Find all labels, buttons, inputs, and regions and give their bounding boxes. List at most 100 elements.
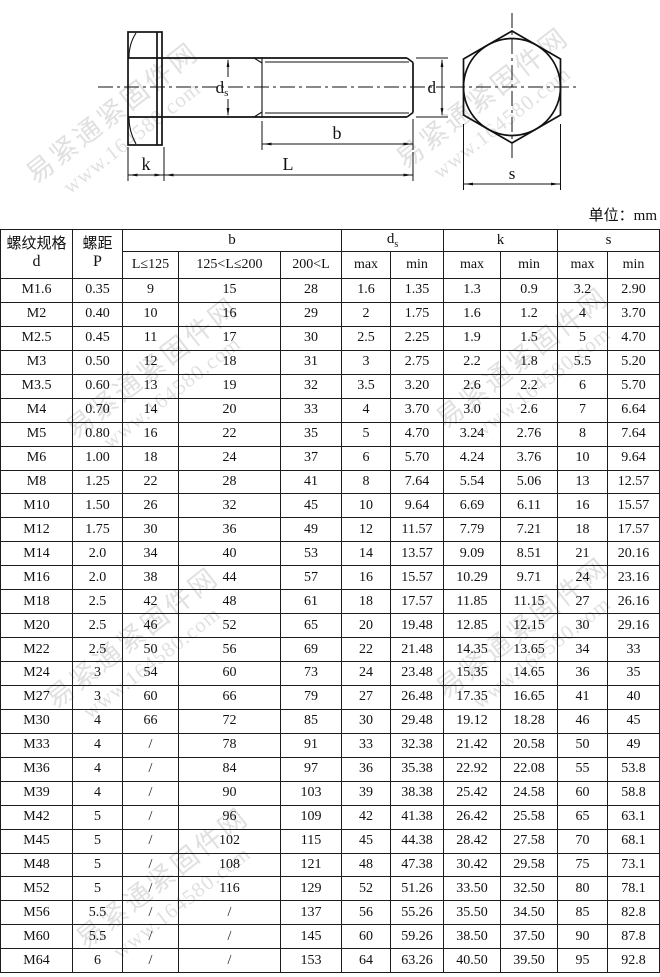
thread-size-cell: M12 bbox=[0, 517, 73, 543]
value-cell: 4 bbox=[341, 397, 392, 423]
value-cell: 90 bbox=[178, 780, 281, 806]
header-group-k: k bbox=[443, 229, 559, 252]
value-cell: 3.24 bbox=[443, 421, 502, 447]
thread-size-cell: M20 bbox=[0, 613, 73, 639]
value-cell: 5.70 bbox=[390, 445, 445, 471]
value-cell: / bbox=[122, 876, 179, 902]
value-cell: 2.5 bbox=[72, 613, 123, 639]
table-row: M2.5 0.45 11 17 30 2.5 2.25 1.9 1.5 5 4.70 bbox=[0, 325, 660, 351]
header-group-b: b bbox=[121, 229, 343, 252]
value-cell: 63.1 bbox=[607, 804, 660, 830]
thread-size-cell: M27 bbox=[0, 684, 73, 710]
value-cell: 1.6 bbox=[443, 301, 502, 327]
value-cell: 9.64 bbox=[607, 445, 660, 471]
header-k-max: max bbox=[443, 251, 502, 279]
dim-label-ds: ds bbox=[216, 78, 229, 99]
table-row: M45 5/102 115 45 44.38 28.42 27.58 70 68.1 bbox=[0, 828, 660, 854]
bolt-dimension-table: 螺纹规格 d 螺距 P b ds k s L≤125 125<L≤200 200… bbox=[0, 229, 660, 974]
value-cell: 73 bbox=[279, 661, 343, 686]
dimension-k-L bbox=[127, 147, 414, 181]
value-cell: 60 bbox=[122, 684, 179, 710]
value-cell: 29.58 bbox=[500, 852, 559, 878]
value-cell: 15 bbox=[178, 278, 281, 303]
table-row: M52 5/116 129 52 51.26 33.50 32.50 80 78.1 bbox=[0, 876, 660, 902]
value-cell: 69 bbox=[279, 637, 343, 662]
header-ds-min: min bbox=[390, 251, 445, 279]
value-cell: 55.26 bbox=[390, 900, 445, 926]
header-group-ds: ds bbox=[341, 229, 445, 252]
value-cell: / bbox=[122, 852, 179, 878]
value-cell: 92.8 bbox=[607, 948, 660, 974]
value-cell: 29.48 bbox=[390, 708, 445, 734]
table-row: M4 0.70 14 20 33 4 3.70 3.0 2.6 7 6.64 bbox=[0, 397, 660, 423]
value-cell: 2.0 bbox=[72, 565, 123, 591]
thread-size-cell: M2.5 bbox=[0, 325, 73, 351]
value-cell: 38.38 bbox=[390, 780, 445, 806]
value-cell: 1.3 bbox=[443, 278, 502, 303]
thread-size-cell: M8 bbox=[0, 469, 73, 495]
dimension-ds bbox=[226, 58, 230, 117]
value-cell: 16 bbox=[557, 493, 609, 519]
value-cell: 12.15 bbox=[500, 613, 559, 639]
value-cell: 29 bbox=[279, 301, 343, 327]
value-cell: 4 bbox=[72, 756, 123, 782]
value-cell: 121 bbox=[279, 852, 343, 878]
value-cell: 3 bbox=[72, 661, 123, 686]
value-cell: 63.26 bbox=[390, 948, 445, 974]
value-cell: 14 bbox=[341, 541, 392, 567]
value-cell: / bbox=[178, 924, 281, 950]
value-cell: 145 bbox=[279, 924, 343, 950]
table-row: M3.5 0.60 13 19 32 3.5 3.20 2.6 2.2 6 5.70 bbox=[0, 373, 660, 399]
value-cell: 38.50 bbox=[443, 924, 502, 950]
header-s-min: min bbox=[607, 251, 660, 279]
value-cell: 30 bbox=[341, 708, 392, 734]
value-cell: 24 bbox=[557, 565, 609, 591]
value-cell: 11.57 bbox=[390, 517, 445, 543]
value-cell: 4.24 bbox=[443, 445, 502, 471]
value-cell: 6.69 bbox=[443, 493, 502, 519]
value-cell: 6 bbox=[72, 948, 123, 974]
value-cell: 1.25 bbox=[72, 469, 123, 495]
value-cell: 22 bbox=[341, 637, 392, 662]
value-cell: 46 bbox=[557, 708, 609, 734]
value-cell: 5.5 bbox=[72, 924, 123, 950]
table-row: M60 5.5//145 60 59.26 38.50 37.50 90 87.8 bbox=[0, 924, 660, 950]
thread-size-cell: M39 bbox=[0, 780, 73, 806]
value-cell: 3.20 bbox=[390, 373, 445, 399]
value-cell: 66 bbox=[122, 708, 179, 734]
value-cell: 24.58 bbox=[500, 780, 559, 806]
value-cell: 33.50 bbox=[443, 876, 502, 902]
value-cell: 37.50 bbox=[500, 924, 559, 950]
value-cell: 41 bbox=[557, 684, 609, 710]
value-cell: 78.1 bbox=[607, 876, 660, 902]
value-cell: / bbox=[122, 780, 179, 806]
thread-size-cell: M16 bbox=[0, 565, 73, 591]
value-cell: 32 bbox=[279, 373, 343, 399]
value-cell: 0.80 bbox=[72, 421, 123, 447]
value-cell: 9 bbox=[122, 278, 179, 303]
value-cell: 14.35 bbox=[443, 637, 502, 662]
value-cell: 53 bbox=[279, 541, 343, 567]
value-cell: 65 bbox=[279, 613, 343, 639]
value-cell: 109 bbox=[279, 804, 343, 830]
thread-size-cell: M33 bbox=[0, 732, 73, 758]
value-cell: 47.38 bbox=[390, 852, 445, 878]
value-cell: 45 bbox=[279, 493, 343, 519]
value-cell: 52 bbox=[178, 613, 281, 639]
value-cell: / bbox=[122, 732, 179, 758]
value-cell: 2.5 bbox=[341, 325, 392, 351]
value-cell: 39.50 bbox=[500, 948, 559, 974]
value-cell: 2.2 bbox=[500, 373, 559, 399]
spec-table-body: M1.6 0.35 9 15 28 1.6 1.35 1.3 0.9 3.2 2.90 M2 0.40 1… bbox=[0, 278, 660, 974]
value-cell: 33 bbox=[341, 732, 392, 758]
value-cell: 42 bbox=[122, 589, 179, 615]
value-cell: 26.42 bbox=[443, 804, 502, 830]
value-cell: 9.64 bbox=[390, 493, 445, 519]
table-row: M10 1.50 26 32 45 10 9.64 6.69 6.11 16 15.57 bbox=[0, 493, 660, 519]
value-cell: 1.35 bbox=[390, 278, 445, 303]
value-cell: 33 bbox=[279, 397, 343, 423]
value-cell: 153 bbox=[279, 948, 343, 974]
table-row: M36 4/84 97 36 35.38 22.92 22.08 55 53.8 bbox=[0, 756, 660, 782]
table-row: M64 6//153 64 63.26 40.50 39.50 95 92.8 bbox=[0, 948, 660, 974]
value-cell: 2.0 bbox=[72, 541, 123, 567]
